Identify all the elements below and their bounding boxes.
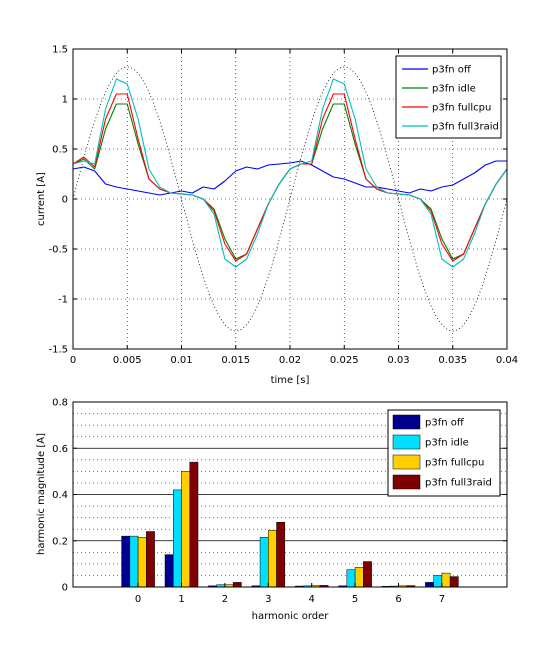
chart2-bar-1-0 <box>129 535 139 588</box>
chart2-bar-3-1 <box>189 461 199 588</box>
chart1-legend-label: p3fn idle <box>432 84 476 95</box>
chart2-y-tick-label: 0 <box>62 583 68 594</box>
chart2-bar-1-3 <box>259 537 269 588</box>
chart2-x-tick-label: 4 <box>309 594 315 605</box>
chart2-bar-2-1 <box>181 471 190 588</box>
chart1-x-tick-label: 0.035 <box>438 355 467 366</box>
chart1-series-line-0 <box>72 160 507 196</box>
chart1-x-axis-label: time [s] <box>271 375 310 386</box>
chart2-x-tick-label: 7 <box>439 594 445 605</box>
chart1-y-tick-label: 1 <box>62 95 68 106</box>
chart1-x-tick-label: 0.04 <box>496 355 518 366</box>
chart1-legend-box <box>395 55 502 139</box>
chart1-y-tick-label: -1 <box>58 295 68 306</box>
chart1-legend-label: p3fn full3raid <box>432 122 499 133</box>
chart2-x-tick-label: 3 <box>265 594 271 605</box>
chart2-legend-label: p3fn idle <box>425 438 469 449</box>
chart2-y-tick-label: 0.6 <box>52 444 68 455</box>
chart2-x-tick-label: 1 <box>178 594 184 605</box>
chart2-y-tick-label: 0.4 <box>52 490 68 501</box>
chart1-legend: p3fn off p3fn idle p3fn fullcpu p3fn full3r… <box>395 55 502 139</box>
chart2-x-axis-label: harmonic order <box>252 611 330 622</box>
time-current-chart: 0 0.005 0.01 0.015 0.02 0.025 0.03 0.035 0.04 -1.… <box>36 45 518 387</box>
chart2-y-tick-label: 0.8 <box>52 398 68 409</box>
chart2-bar-0-7 <box>425 582 434 588</box>
chart2-bar-3-5 <box>363 561 372 588</box>
chart1-x-tick-label: 0.015 <box>221 355 250 366</box>
chart2-bar-1-7 <box>433 575 443 588</box>
chart1-grid <box>73 49 507 349</box>
chart2-legend-swatch <box>392 434 421 450</box>
chart2-x-tick-label: 0 <box>135 594 141 605</box>
chart2-x-tick-label: 2 <box>222 594 228 605</box>
chart2-legend-swatch <box>392 474 421 490</box>
chart2-ticks: 0 0.2 0.4 0.6 0.8 0 1 2 3 4 5 6 7 <box>52 398 507 605</box>
chart2-bar-3-2 <box>232 582 242 588</box>
chart1-legend-label: p3fn off <box>432 65 472 76</box>
chart1-x-tick-label: 0.03 <box>387 355 409 366</box>
chart2-bar-2-5 <box>354 567 364 588</box>
chart1-y-tick-label: 1.5 <box>52 45 68 56</box>
chart2-bar-3-3 <box>276 522 286 588</box>
chart1-y-tick-label: 0 <box>62 195 68 206</box>
chart1-lines <box>72 66 508 332</box>
chart2-legend: p3fn off p3fn idle p3fn fullcpu p3fn full3r… <box>387 409 501 497</box>
chart2-bar-2-0 <box>137 537 147 588</box>
chart2-legend-label: p3fn fullcpu <box>425 458 484 469</box>
chart1-ticks: 0 0.005 0.01 0.015 0.02 0.025 0.03 0.035 0.04 -1.… <box>48 45 518 367</box>
chart2-legend-label: p3fn off <box>425 418 465 429</box>
chart2-y-tick-label: 0.2 <box>52 536 68 547</box>
chart2-legend-label: p3fn full3raid <box>425 478 492 489</box>
chart2-bar-3-0 <box>146 531 155 588</box>
chart1-y-axis-label: current [A] <box>36 172 47 226</box>
chart2-bar-3-7 <box>449 576 459 588</box>
chart2-legend-swatch <box>392 454 421 470</box>
chart2-bar-2-3 <box>268 530 277 588</box>
chart1-x-tick-label: 0.01 <box>170 355 192 366</box>
chart1-series-line-3 <box>72 78 508 268</box>
chart2-bar-0-0 <box>121 535 131 588</box>
chart2-bar-1-1 <box>173 489 182 588</box>
chart1-x-tick-label: 0.025 <box>330 355 359 366</box>
chart2-y-axis-label: harmonic magnitude [A] <box>36 433 47 555</box>
chart2-legend-swatch <box>392 414 421 430</box>
chart2-bar-2-7 <box>441 572 451 588</box>
chart2-bar-0-1 <box>164 554 174 588</box>
chart1-x-tick-label: 0.02 <box>279 355 301 366</box>
chart1-x-tick-label: 0.005 <box>113 355 142 366</box>
chart1-legend-label: p3fn fullcpu <box>432 103 491 114</box>
chart1-y-tick-label: 0.5 <box>52 145 68 156</box>
harmonic-bar-chart: 0 0.2 0.4 0.6 0.8 0 1 2 3 4 5 6 7 harmonic order har… <box>36 398 508 622</box>
chart2-bar-1-5 <box>346 569 356 588</box>
chart1-y-tick-label: -0.5 <box>48 245 68 256</box>
chart2-x-tick-label: 6 <box>395 594 401 605</box>
chart1-y-tick-label: -1.5 <box>48 345 68 356</box>
chart2-x-tick-label: 5 <box>352 594 358 605</box>
chart1-x-tick-label: 0 <box>70 355 76 366</box>
